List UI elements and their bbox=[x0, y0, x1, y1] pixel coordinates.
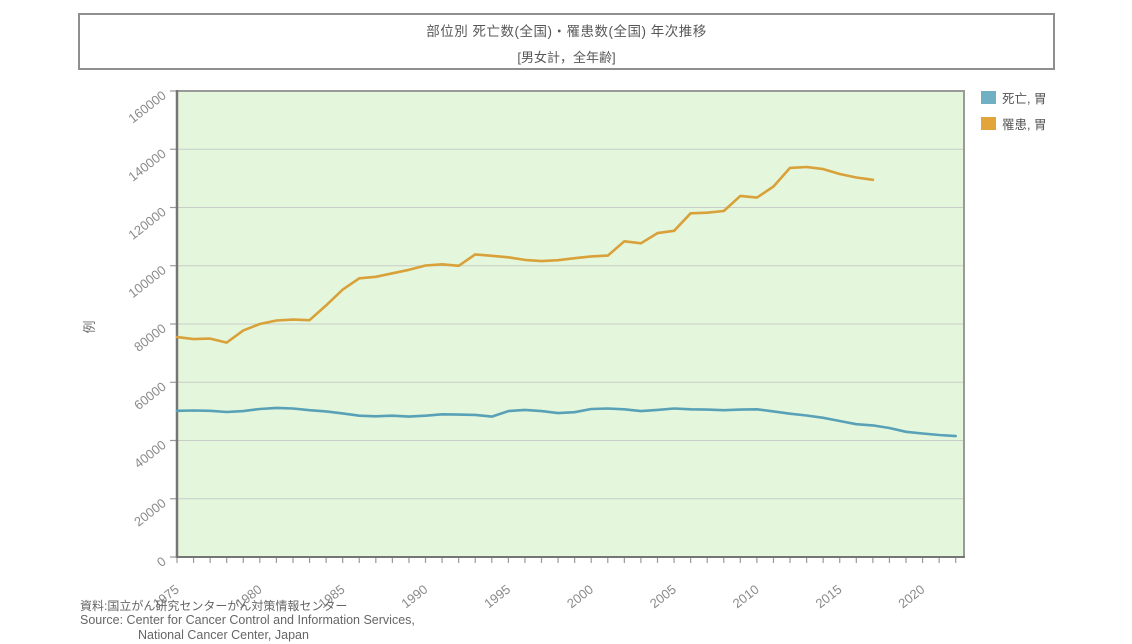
svg-text:例: 例 bbox=[82, 320, 97, 333]
svg-text:1995: 1995 bbox=[481, 582, 513, 612]
source-line-en-1: Source: Center for Cancer Control and In… bbox=[80, 613, 415, 628]
incidence-series-swatch-icon bbox=[981, 117, 996, 130]
svg-text:40000: 40000 bbox=[131, 437, 169, 471]
svg-text:100000: 100000 bbox=[125, 262, 168, 301]
source-line-ja: 資料:国立がん研究センターがん対策情報センター bbox=[80, 599, 348, 613]
svg-text:0: 0 bbox=[154, 554, 169, 570]
svg-text:160000: 160000 bbox=[125, 88, 168, 127]
legend-label-incidence: 罹患, 胃 bbox=[1002, 118, 1047, 132]
svg-text:2000: 2000 bbox=[564, 582, 596, 612]
chart-legend: 死亡, 胃 罹患, 胃 bbox=[981, 88, 1046, 140]
chart-subtitle: [男女計，全年齢] bbox=[517, 50, 616, 65]
svg-text:2015: 2015 bbox=[813, 582, 845, 612]
source-line-en-2: National Cancer Center, Japan bbox=[138, 628, 309, 643]
source-note: 資料:国立がん研究センターがん対策情報センター Source: Center f… bbox=[80, 599, 415, 643]
chart-title-box: 部位別 死亡数(全国)・罹患数(全国) 年次推移 [男女計，全年齢] bbox=[78, 13, 1055, 70]
legend-item-deaths: 死亡, 胃 bbox=[981, 88, 1046, 107]
svg-text:2005: 2005 bbox=[647, 582, 679, 612]
svg-text:20000: 20000 bbox=[131, 495, 169, 529]
svg-text:80000: 80000 bbox=[131, 321, 169, 355]
legend-label-deaths: 死亡, 胃 bbox=[1002, 92, 1047, 106]
svg-text:140000: 140000 bbox=[125, 146, 168, 185]
svg-text:60000: 60000 bbox=[131, 379, 169, 413]
svg-text:2020: 2020 bbox=[895, 582, 927, 612]
svg-text:2010: 2010 bbox=[730, 582, 762, 612]
svg-text:120000: 120000 bbox=[125, 204, 168, 243]
legend-item-incidence: 罹患, 胃 bbox=[981, 114, 1046, 133]
chart-title: 部位別 死亡数(全国)・罹患数(全国) 年次推移 bbox=[426, 24, 707, 39]
deaths-series-swatch-icon bbox=[981, 91, 996, 104]
